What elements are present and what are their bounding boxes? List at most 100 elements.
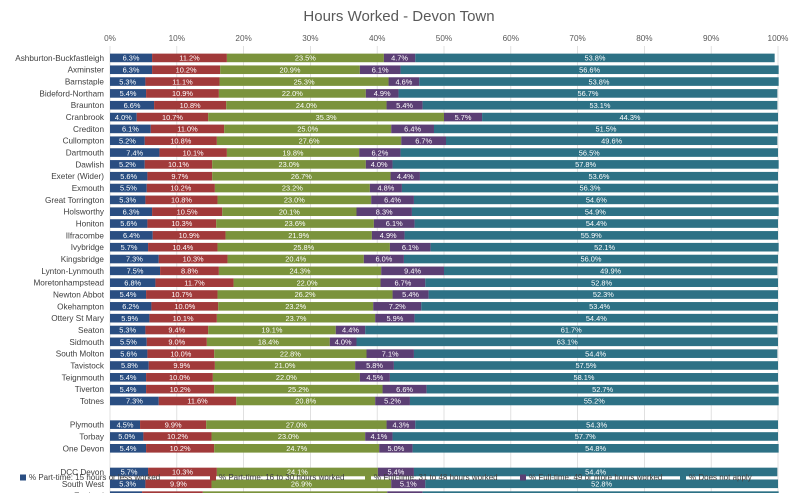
data-label: 5.0% xyxy=(387,444,404,453)
bar-segment xyxy=(426,384,779,394)
legend-label: % Does not apply xyxy=(689,473,752,482)
data-label: 5.3% xyxy=(119,479,136,488)
data-label: 5.3% xyxy=(119,326,136,335)
bar-segment xyxy=(391,479,426,489)
bar-segment xyxy=(329,337,357,347)
data-label: 5.8% xyxy=(121,361,138,370)
bar-segment xyxy=(371,231,405,240)
bar-segment xyxy=(155,278,234,287)
data-label: 9.9% xyxy=(170,479,187,488)
data-label: 6.4% xyxy=(404,125,421,134)
data-label: 7.2% xyxy=(389,302,406,311)
data-label: 23.6% xyxy=(285,219,306,228)
data-label: 6.0% xyxy=(375,255,392,264)
data-label: 21.0% xyxy=(275,361,296,370)
bar-segment xyxy=(359,373,390,382)
bar-segment xyxy=(110,219,148,228)
bar-segment xyxy=(144,136,217,146)
bar-segment xyxy=(381,266,444,276)
category-row: Sidmouth 5.5% 9.0% 18.4% 4.0% 63.1% xyxy=(69,337,778,347)
data-label: 8.3% xyxy=(376,207,393,216)
category-label: Axminster xyxy=(68,66,105,75)
data-label: 11.2% xyxy=(179,54,200,63)
data-label: 10.1% xyxy=(168,160,189,169)
x-tick-label: 70% xyxy=(569,34,585,43)
bar-segment xyxy=(146,337,207,347)
bar-segment xyxy=(154,100,227,110)
data-label: 49.9% xyxy=(600,267,621,276)
chart-title: Hours Worked - Devon Town xyxy=(303,8,494,25)
bar-segment xyxy=(110,302,152,311)
data-label: 25.2% xyxy=(288,385,309,394)
data-label: 53.1% xyxy=(589,101,610,110)
category-label: Totnes xyxy=(80,397,104,406)
category-row: Ivybridge 5.7% 10.4% 25.8% 6.1% 52.1% xyxy=(71,242,779,252)
bar-segment xyxy=(383,53,416,63)
data-label: 61.7% xyxy=(561,326,582,335)
category-row: Cullompton 5.2% 10.8% 27.6% 6.7% 49.6% xyxy=(63,136,778,146)
bar-segment xyxy=(388,77,420,86)
chart-rows: Ashburton-Buckfastleigh 6.3% 11.2% 23.5% 4.7… xyxy=(15,53,779,493)
bar-segment xyxy=(391,124,434,134)
bar-segment xyxy=(365,89,399,98)
data-label: 5.1% xyxy=(400,479,417,488)
bar-segment xyxy=(110,290,147,299)
legend-swatch xyxy=(520,474,526,481)
bar-segment xyxy=(140,420,207,429)
legend-item: % Full-time: 49 or more hours worked xyxy=(520,473,662,482)
data-label: 5.9% xyxy=(386,314,403,323)
data-label: 7.3% xyxy=(126,397,143,406)
category-label: England xyxy=(74,492,104,493)
category-label: Sidmouth xyxy=(69,338,104,347)
data-label: 6.3% xyxy=(123,54,140,63)
bar-segment xyxy=(226,148,360,157)
category-row: South Molton 5.6% 10.0% 22.8% 7.1% 54.4% xyxy=(56,349,778,359)
bar-segment xyxy=(147,219,217,228)
category-label: Ivybridge xyxy=(71,243,105,252)
bar-segment xyxy=(365,325,778,335)
data-label: 5.4% xyxy=(120,373,137,382)
bar-segment xyxy=(110,325,146,335)
bar-segment xyxy=(389,242,431,252)
category-label: Honiton xyxy=(76,220,105,229)
data-label: 5.7% xyxy=(121,468,138,477)
legend-item: % Part-time: 16 to 30 hours worked xyxy=(210,473,344,482)
bar-segment xyxy=(433,124,778,134)
bar-segment xyxy=(413,195,779,205)
data-label: 5.5% xyxy=(120,184,137,193)
category-label: Teignmouth xyxy=(62,373,105,382)
bar-segment xyxy=(110,65,153,75)
bar-segment xyxy=(444,266,778,276)
bar-segment xyxy=(414,219,778,228)
bar-segment xyxy=(110,467,149,477)
bar-segment xyxy=(380,278,426,287)
data-label: 5.3% xyxy=(396,491,413,493)
bar-segment xyxy=(110,444,147,453)
data-label: 6.3% xyxy=(123,65,140,74)
data-label: 20.4% xyxy=(285,255,306,264)
bar-segment xyxy=(218,302,374,311)
bar-segment xyxy=(365,160,393,169)
bar-segment xyxy=(226,100,387,110)
category-row: Torbay 5.0% 10.2% 23.0% 4.1% 57.7% xyxy=(79,432,778,441)
bar-segment xyxy=(219,77,389,86)
category-label: Cranbrook xyxy=(66,113,105,122)
data-label: 9.9% xyxy=(173,361,190,370)
bar-segment xyxy=(110,207,153,217)
data-label: 10.8% xyxy=(171,196,192,205)
data-label: 10.9% xyxy=(172,89,193,98)
bar-segment xyxy=(387,491,423,493)
category-label: Lynton-Lynmouth xyxy=(41,267,104,276)
category-label: Kingsbridge xyxy=(61,255,105,264)
bar-segment xyxy=(110,349,148,358)
bar-segment xyxy=(136,112,209,122)
category-row: Holsworthy 6.3% 10.5% 20.1% 8.3% 54.9% xyxy=(64,207,779,217)
x-tick-label: 0% xyxy=(104,34,116,43)
x-tick-label: 50% xyxy=(436,34,452,43)
bar-segment xyxy=(422,100,778,110)
category-row: Kingsbridge 7.3% 10.3% 20.4% 6.0% 56.0% xyxy=(61,254,778,264)
bar-segment xyxy=(414,313,778,323)
data-label: 6.3% xyxy=(123,207,140,216)
data-label: 22.8% xyxy=(280,349,301,358)
